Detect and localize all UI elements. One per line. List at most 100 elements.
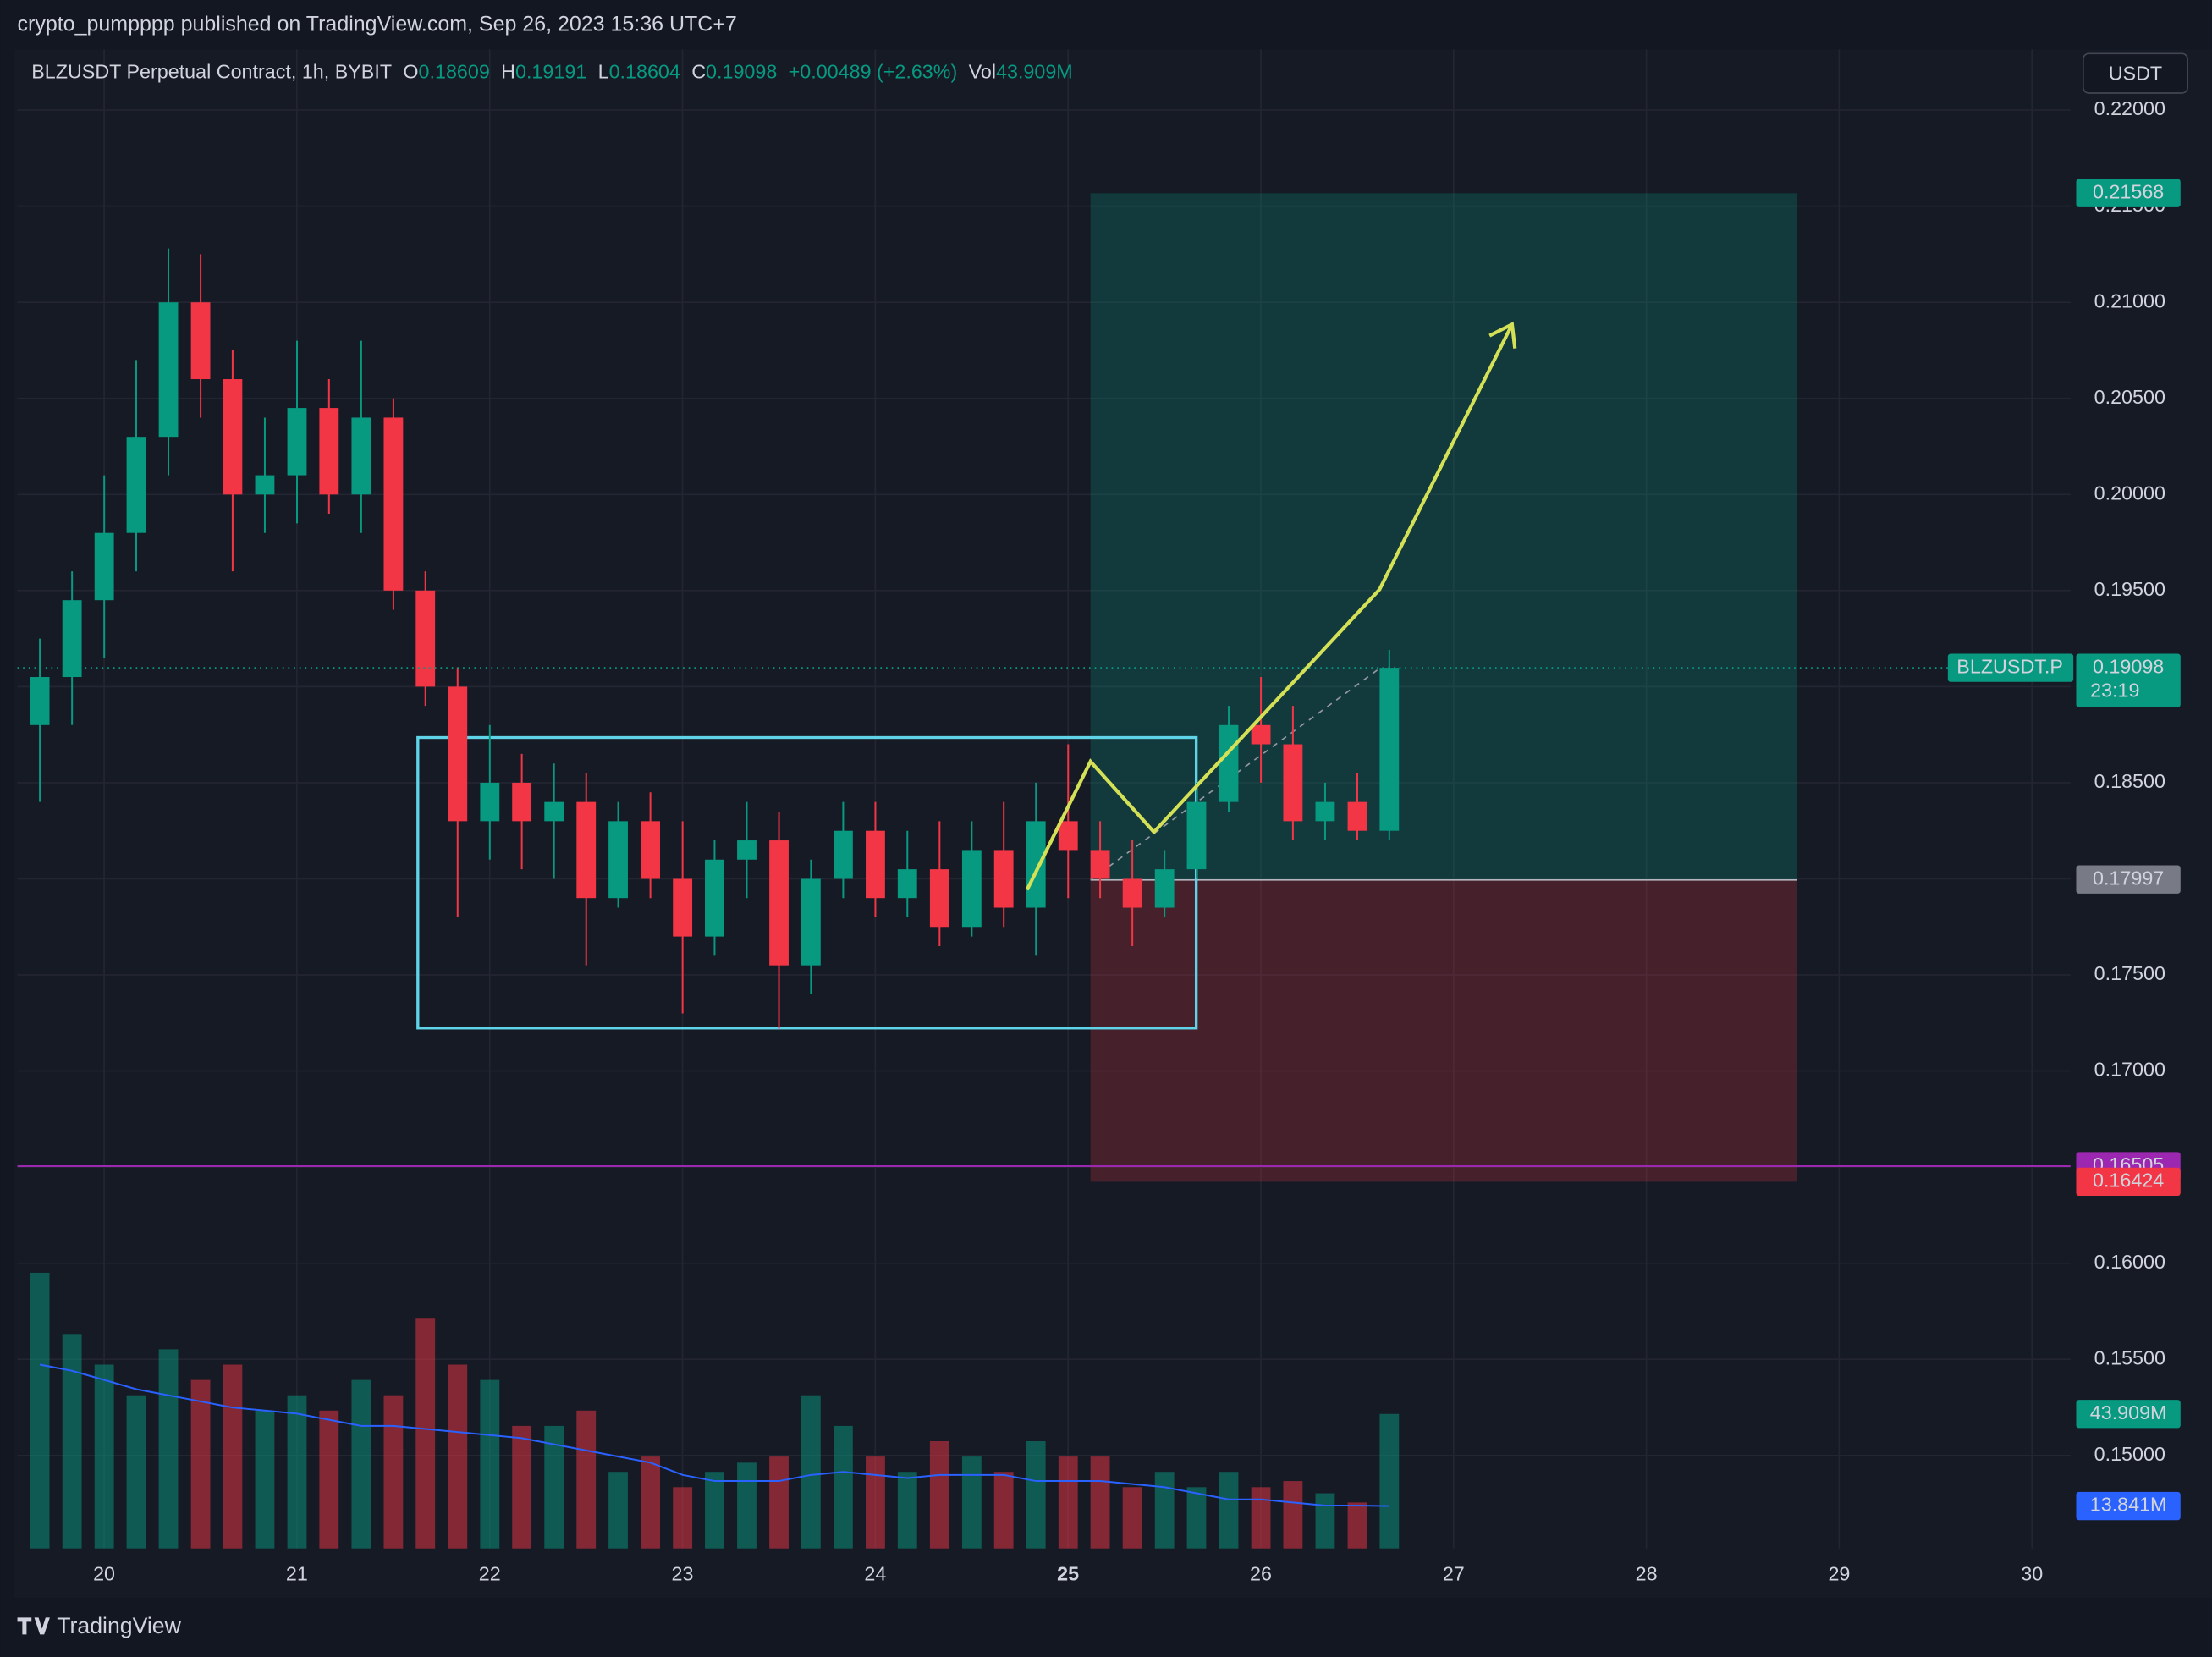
currency-button[interactable]: [2082, 52, 2188, 94]
data-layer: [17, 248, 2071, 1549]
volume-bar: [641, 1456, 661, 1549]
candle-body: [769, 840, 789, 966]
volume-ma-line: [39, 1363, 1389, 1507]
legend-o-label: O: [403, 61, 418, 83]
volume-bar: [705, 1472, 724, 1549]
volume-bar: [158, 1349, 179, 1549]
price-level-badge-bg: [2076, 179, 2181, 207]
candle-body: [608, 821, 628, 899]
volume-bar: [512, 1425, 532, 1549]
y-tick-label: 0.15000: [2094, 1443, 2165, 1465]
volume-bar: [383, 1395, 404, 1549]
x-tick-label: 24: [864, 1563, 886, 1585]
candle-body: [1186, 801, 1207, 870]
target-zone: [1090, 193, 1797, 880]
volume-bar: [1026, 1441, 1046, 1549]
x-tick-label: 25: [1057, 1563, 1079, 1585]
volume-bar: [415, 1318, 436, 1549]
symbol-tag-bg: [1947, 653, 2074, 682]
candle-body: [158, 302, 179, 438]
legend-l-label: L: [598, 61, 609, 83]
x-tick-label: 26: [1250, 1563, 1272, 1585]
candle-body: [415, 590, 436, 687]
candle-body: [30, 677, 50, 725]
x-tick-label: 20: [93, 1563, 115, 1585]
chart-panel: [14, 49, 2212, 1599]
volume-bar: [608, 1472, 628, 1549]
volume-bar: [1186, 1487, 1207, 1549]
candle-body: [62, 600, 82, 678]
volume-badge-bg: [2076, 1491, 2181, 1521]
candle-body: [1219, 724, 1239, 802]
volume-bar: [833, 1425, 853, 1549]
footer: [0, 1598, 2212, 1657]
currency-button-label[interactable]: USDT: [2109, 62, 2162, 84]
volume-bar: [255, 1410, 275, 1549]
candle-body: [576, 801, 597, 899]
candle-body: [1154, 869, 1175, 908]
candle-body: [351, 417, 371, 495]
volume-bar: [576, 1410, 597, 1549]
volume-bar: [223, 1364, 243, 1549]
volume-bar: [1347, 1502, 1367, 1549]
candle-body: [833, 830, 853, 879]
range-box: [416, 735, 1198, 1030]
volume-bar: [1154, 1472, 1175, 1549]
y-tick-label: 0.19500: [2094, 578, 2165, 600]
volume-bar: [190, 1379, 211, 1549]
price-level-badge-bg: [2076, 865, 2181, 894]
volume-bar: [30, 1272, 50, 1549]
candle-body: [448, 686, 468, 822]
y-tick-label: 0.17500: [2094, 962, 2165, 984]
volume-bar: [866, 1456, 885, 1549]
volume-bar: [769, 1456, 789, 1549]
y-tick-label: 0.20500: [2094, 386, 2165, 408]
legend-open: 0.18609: [419, 61, 490, 83]
volume-bar: [351, 1379, 371, 1549]
candle-body: [512, 782, 532, 822]
y-tick-label: 0.16000: [2094, 1251, 2165, 1273]
candle-body: [383, 417, 404, 591]
x-tick-label: 29: [1828, 1563, 1850, 1585]
volume-badge: 13.841M: [2090, 1494, 2167, 1516]
candle-body: [1315, 801, 1335, 822]
candle-body: [929, 869, 949, 928]
candle-body: [126, 437, 146, 533]
candle-body: [737, 840, 757, 860]
volume-bar: [673, 1487, 693, 1549]
candle-body: [223, 379, 243, 495]
volume-bar: [737, 1462, 757, 1549]
volume-bar: [1283, 1481, 1303, 1549]
legend-h-label: H: [501, 61, 515, 83]
volume-bar: [287, 1395, 307, 1549]
volume-bar: [1122, 1487, 1142, 1549]
volume-bar: [1090, 1456, 1110, 1549]
publisher: crypto_pumpppp published on TradingView.…: [18, 13, 737, 36]
volume-bar: [801, 1395, 821, 1549]
volume-bar: [1058, 1456, 1078, 1549]
candle-body: [319, 408, 339, 495]
candle-body: [705, 859, 724, 937]
symbol-legend: BLZUSDT Perpetual Contract, 1h, BYBIT O0.…: [31, 61, 1073, 83]
candle-body: [1090, 850, 1110, 879]
x-tick-label: 22: [479, 1563, 501, 1585]
volume-bar: [929, 1441, 949, 1549]
candle-body: [801, 878, 821, 966]
volume-bar: [1315, 1493, 1335, 1549]
candle-body: [1058, 821, 1078, 851]
legend-volume: 43.909M: [996, 61, 1073, 83]
labels: 0.150000.155000.160000.165000.170000.175…: [93, 97, 2181, 1585]
volume-bar: [448, 1364, 468, 1549]
volume-bar: [544, 1425, 564, 1549]
x-tick-label: 28: [1636, 1563, 1658, 1585]
volume-badge-bg: [2076, 1400, 2181, 1429]
legend-change: +0.00489 (+2.63%): [789, 61, 958, 83]
legend-high: 0.19191: [515, 61, 586, 83]
x-tick-label: 30: [2021, 1563, 2043, 1585]
position-link: [1090, 668, 1380, 881]
volume-bar: [319, 1410, 339, 1549]
candle-body: [544, 801, 564, 822]
candle-body: [94, 532, 114, 601]
